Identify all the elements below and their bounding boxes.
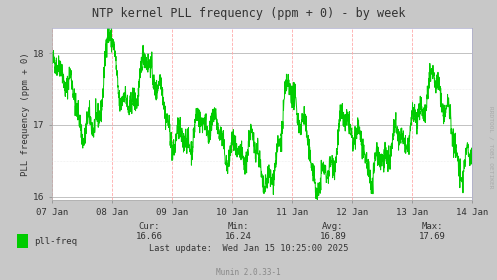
Text: 17.69: 17.69 [419, 232, 446, 241]
Text: pll-freq: pll-freq [34, 237, 78, 246]
Text: Avg:: Avg: [322, 222, 344, 231]
Text: Munin 2.0.33-1: Munin 2.0.33-1 [216, 268, 281, 277]
Text: 16.89: 16.89 [320, 232, 346, 241]
Text: 16.24: 16.24 [225, 232, 252, 241]
Text: Last update:  Wed Jan 15 10:25:00 2025: Last update: Wed Jan 15 10:25:00 2025 [149, 244, 348, 253]
Text: NTP kernel PLL frequency (ppm + 0) - by week: NTP kernel PLL frequency (ppm + 0) - by … [92, 7, 405, 20]
Text: Min:: Min: [228, 222, 249, 231]
Text: 16.66: 16.66 [136, 232, 163, 241]
Text: Cur:: Cur: [138, 222, 160, 231]
Y-axis label: PLL frequency (ppm + 0): PLL frequency (ppm + 0) [21, 52, 30, 176]
Text: RRDTOOL / TOBI OETIKER: RRDTOOL / TOBI OETIKER [489, 106, 494, 189]
Text: Max:: Max: [421, 222, 443, 231]
